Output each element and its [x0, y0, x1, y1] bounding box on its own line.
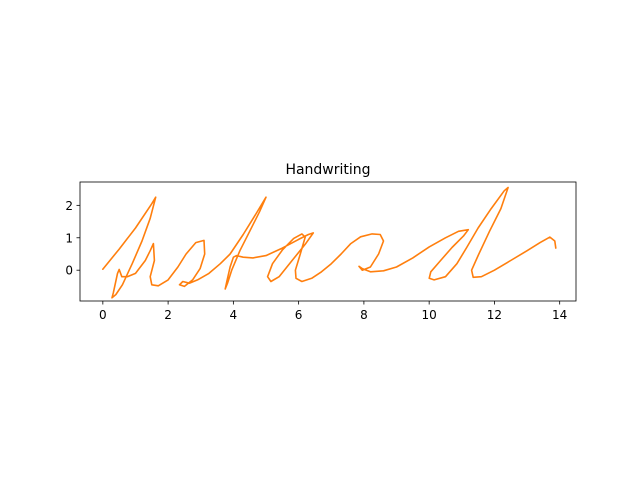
x-axis: 0 2 4 6 8 10 12 14 — [99, 301, 567, 322]
plot-area — [79, 181, 577, 302]
x-tick-label: 14 — [552, 308, 567, 322]
x-tick-label: 10 — [422, 308, 437, 322]
x-tick-label: 12 — [487, 308, 502, 322]
y-tick-label: 2 — [65, 199, 73, 213]
x-tick-label: 4 — [230, 308, 238, 322]
chart-title: Handwriting — [285, 162, 370, 178]
axes-frame — [79, 181, 577, 302]
series-line — [102, 186, 557, 299]
y-tick-label: 0 — [65, 264, 73, 278]
x-tick-label: 8 — [360, 308, 368, 322]
x-tick-label: 2 — [164, 308, 172, 322]
x-tick-label: 6 — [295, 308, 303, 322]
x-tick-label: 0 — [99, 308, 107, 322]
handwriting-series — [102, 186, 557, 299]
y-axis: 0 1 2 — [65, 199, 80, 278]
y-tick-label: 1 — [65, 231, 73, 245]
